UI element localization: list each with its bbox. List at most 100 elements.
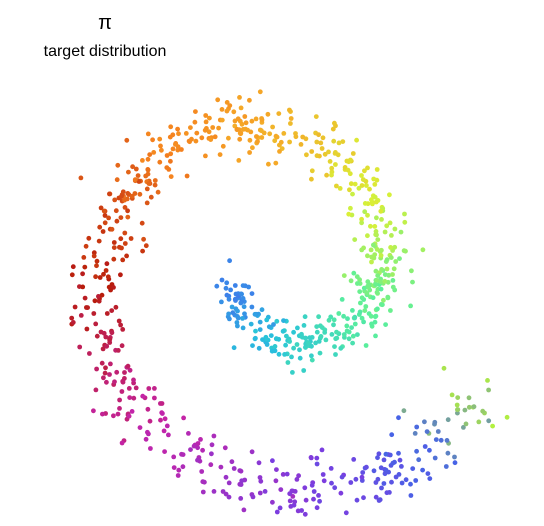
- scatter-point: [314, 324, 320, 329]
- scatter-point: [146, 431, 151, 437]
- scatter-point: [211, 433, 217, 439]
- scatter-point: [295, 508, 301, 514]
- scatter-point: [203, 153, 208, 159]
- scatter-point: [354, 137, 359, 143]
- scatter-point: [318, 140, 324, 146]
- scatter-point: [294, 342, 300, 347]
- scatter-point: [166, 432, 171, 438]
- scatter-point: [345, 316, 350, 322]
- scatter-point: [168, 124, 174, 130]
- scatter-point: [359, 216, 364, 222]
- scatter-point: [238, 468, 244, 474]
- scatter-point: [241, 304, 247, 310]
- scatter-point: [127, 395, 133, 400]
- scatter-point: [420, 467, 425, 473]
- scatter-point: [125, 169, 131, 175]
- scatter-point: [362, 201, 368, 206]
- scatter-point: [269, 348, 275, 354]
- scatter-point: [247, 137, 253, 143]
- scatter-point: [259, 117, 265, 123]
- scatter-point: [222, 445, 228, 451]
- scatter-point: [118, 236, 124, 242]
- scatter-point: [372, 182, 378, 187]
- scatter-point: [77, 344, 83, 350]
- scatter-point: [375, 306, 380, 312]
- scatter-point: [175, 473, 181, 478]
- scatter-point: [373, 480, 379, 485]
- scatter-point: [461, 425, 466, 430]
- scatter-point: [229, 304, 235, 310]
- scatter-point: [148, 446, 153, 451]
- scatter-point: [455, 395, 461, 400]
- scatter-point: [390, 272, 395, 277]
- scatter-point: [160, 411, 165, 416]
- scatter-point: [69, 315, 75, 321]
- scatter-point: [276, 351, 282, 357]
- scatter-point: [361, 245, 366, 251]
- scatter-point: [227, 103, 233, 108]
- scatter-point: [250, 494, 256, 500]
- scatter-point: [420, 247, 426, 253]
- scatter-point: [176, 467, 182, 473]
- scatter-point: [282, 352, 287, 357]
- scatter-point: [240, 283, 246, 288]
- scatter-point: [164, 153, 170, 158]
- scatter-point: [238, 482, 244, 487]
- scatter-point: [162, 416, 168, 422]
- scatter-point: [234, 126, 240, 132]
- scatter-point: [219, 277, 225, 283]
- scatter-point: [102, 370, 108, 376]
- scatter-point: [231, 345, 237, 351]
- scatter-point: [159, 147, 164, 153]
- scatter-point: [200, 447, 206, 453]
- scatter-point: [373, 313, 379, 319]
- scatter-point: [332, 151, 338, 156]
- scatter-point: [70, 264, 76, 270]
- scatter-point: [476, 419, 482, 425]
- scatter-point: [239, 291, 245, 297]
- scatter-point: [125, 191, 131, 196]
- scatter-point: [413, 478, 419, 483]
- scatter-point: [97, 275, 103, 280]
- scatter-point: [120, 327, 126, 332]
- scatter-point: [287, 139, 292, 145]
- scatter-point: [386, 272, 392, 278]
- scatter-point: [240, 296, 246, 301]
- scatter-point: [122, 197, 127, 203]
- scatter-point: [152, 386, 157, 391]
- scatter-point: [490, 423, 495, 429]
- scatter-point: [106, 215, 111, 221]
- scatter-point: [485, 378, 490, 383]
- scatter-point: [292, 489, 298, 494]
- scatter-point: [238, 300, 244, 306]
- scatter-point: [209, 451, 214, 457]
- scatter-point: [352, 181, 358, 187]
- scatter-point: [373, 494, 379, 500]
- scatter-point: [105, 274, 111, 280]
- scatter-point: [309, 176, 314, 182]
- scatter-point: [333, 336, 339, 342]
- scatter-point: [308, 455, 314, 460]
- scatter-point: [452, 454, 457, 460]
- scatter-point: [323, 337, 329, 343]
- scatter-point: [83, 243, 89, 249]
- scatter-point: [87, 351, 92, 356]
- scatter-point: [131, 377, 136, 383]
- scatter-point: [258, 478, 264, 484]
- scatter-point: [304, 152, 309, 158]
- scatter-point: [294, 477, 300, 482]
- scatter-point: [273, 478, 279, 484]
- scatter-point: [115, 411, 121, 417]
- scatter-point: [115, 162, 121, 168]
- scatter-point: [252, 336, 258, 342]
- scatter-point: [397, 256, 402, 261]
- scatter-point: [359, 183, 365, 188]
- scatter-point: [338, 490, 344, 496]
- scatter-point: [125, 208, 130, 214]
- scatter-point: [373, 333, 378, 339]
- scatter-point: [166, 167, 172, 172]
- scatter-point: [119, 440, 125, 446]
- scatter-point: [223, 285, 229, 291]
- scatter-point: [432, 455, 438, 461]
- scatter-point: [257, 475, 263, 480]
